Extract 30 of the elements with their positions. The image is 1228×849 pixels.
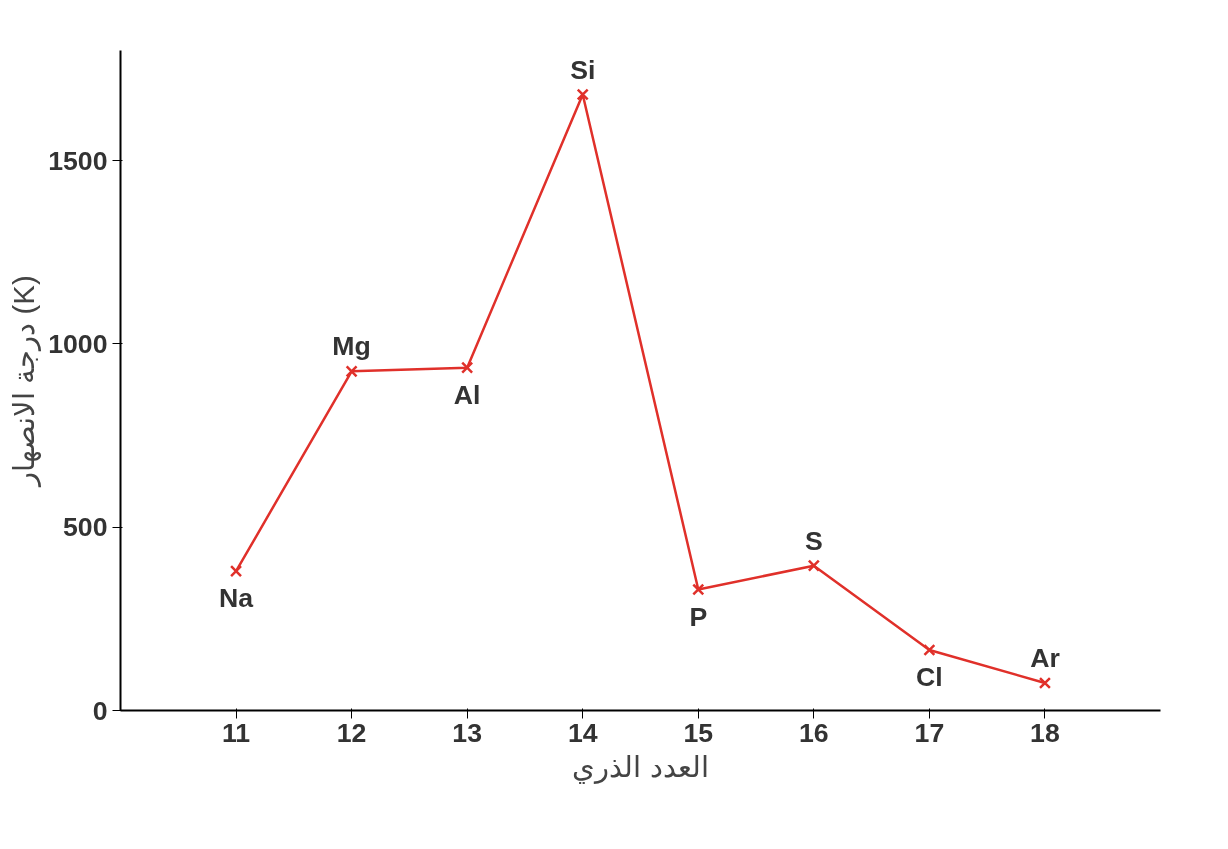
annotation: Al [453, 379, 481, 410]
annotation: Si [570, 54, 596, 85]
x-tick-label: 14 [567, 717, 598, 748]
point [576, 88, 589, 101]
x-tick-label: 18 [1030, 717, 1060, 748]
y-tick-label: 1500 [48, 145, 108, 176]
y-tick-label: 0 [92, 695, 108, 726]
annotation: S [804, 525, 823, 556]
point [345, 365, 358, 378]
x-tick-label: 16 [799, 717, 829, 748]
annotation: Ar [1030, 643, 1060, 673]
y-axis-title: درجة الانصهار (K) [7, 275, 43, 488]
point [807, 559, 821, 572]
x-axis-title: العدد الذري [572, 749, 709, 785]
y-tick-label: 1000 [48, 328, 108, 359]
x-tick-label: 12 [336, 717, 367, 748]
point [460, 361, 474, 374]
x-tick-label: 11 [221, 717, 251, 748]
point [692, 583, 705, 596]
y-tick-label: 500 [63, 512, 108, 543]
annotation: P [689, 601, 708, 632]
annotation: Na [219, 583, 254, 614]
point [229, 564, 243, 578]
x-tick-label: 15 [683, 717, 714, 748]
point [923, 643, 936, 657]
x-tick-label: 17 [914, 717, 945, 748]
x-tick-label: 13 [452, 717, 482, 748]
point [1038, 676, 1052, 690]
annotation: Cl [916, 662, 943, 692]
annotation: Mg [332, 331, 371, 362]
